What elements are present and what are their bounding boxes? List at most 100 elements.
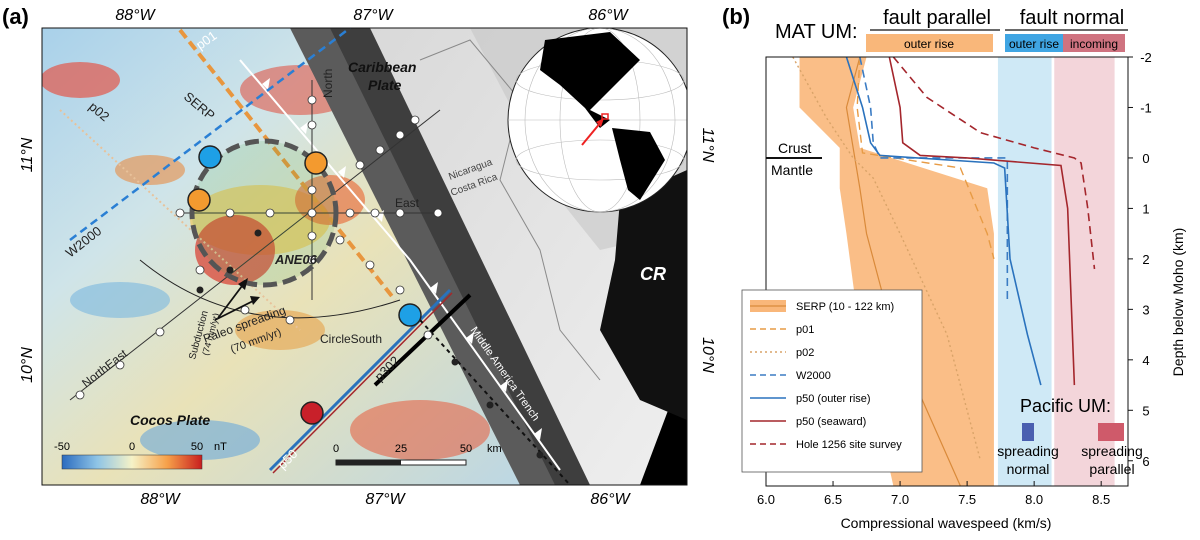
- site-red: [300, 401, 324, 425]
- obs-markers: [196, 229, 544, 459]
- colorbar-unit: nT: [214, 441, 227, 453]
- panel-a: (a): [2, 4, 716, 508]
- dashed-circle: [189, 138, 339, 288]
- northeast-line: [69, 109, 441, 401]
- panel-b: (b) MAT UM: fault parallel fault normal …: [722, 4, 1186, 531]
- scale-unit: km: [487, 443, 502, 455]
- x-tick-label: 7.0: [891, 492, 909, 507]
- colorbar-tick-min: -50: [54, 441, 70, 453]
- pacific-spreading-normal-bar: [1022, 423, 1034, 441]
- lat-tick-right-10: 10°N: [699, 337, 716, 373]
- legend-label: p01: [796, 324, 814, 336]
- series-p02: [792, 56, 982, 461]
- site-orange-north: [304, 151, 328, 175]
- x-tick-label: 6.5: [824, 492, 842, 507]
- lat-tick-left-11: 11°N: [19, 137, 36, 172]
- y-tick-label: 4: [1142, 353, 1149, 368]
- spreading-normal-1: spreading: [997, 443, 1059, 459]
- x-tick-label: 8.0: [1025, 492, 1043, 507]
- legend-label: SERP (10 - 122 km): [796, 301, 894, 313]
- series-w2000: [859, 56, 1009, 300]
- pacific-spreading-parallel-bar: [1098, 423, 1124, 441]
- series-hole-1256-site-survey: [892, 56, 1096, 270]
- label-site: ANE06: [274, 252, 318, 267]
- y-tick-label: 6: [1142, 454, 1149, 469]
- dashed-profile: [419, 319, 571, 485]
- lon-tick-bottom-87: 87°W: [365, 491, 406, 508]
- header-fault-normal: fault normal: [1020, 7, 1125, 29]
- legend-label: Hole 1256 site survey: [796, 439, 902, 451]
- y-tick-label: 0: [1142, 151, 1149, 166]
- colorbar: -50 0 50 nT: [54, 441, 227, 470]
- y-tick-label: 1: [1142, 201, 1149, 216]
- map-frame: [41, 27, 688, 486]
- trench-line: [239, 59, 561, 471]
- profile-p302-line: [373, 293, 472, 387]
- chart-legend: SERP (10 - 122 km) p01 p02 W2000 p50 (outer …: [741, 289, 923, 473]
- y-tick-label: 5: [1142, 403, 1149, 418]
- label-caribbean-1: Caribbean: [348, 59, 416, 75]
- magnetic-anomaly-field: [42, 28, 560, 485]
- profile-p02-line: [59, 109, 301, 331]
- map-area: p01 p02 SERP W2000 p50 p302 North East N…: [42, 28, 687, 485]
- x-tick-label: 8.5: [1092, 492, 1110, 507]
- y-axis-label: Depth below Moho (km): [1170, 228, 1186, 377]
- legend-label: p50 (seaward): [796, 416, 866, 428]
- spreading-normal-2: normal: [1007, 461, 1050, 477]
- label-cr: CR: [640, 264, 666, 284]
- panel-b-label: (b): [722, 4, 750, 29]
- label-caribbean-2: Plate: [368, 77, 402, 93]
- label-east: East: [395, 196, 420, 210]
- paleo-spreading-arrow: [214, 299, 256, 321]
- y-tick-label: 2: [1142, 252, 1149, 267]
- lon-tick-top-87: 87°W: [353, 7, 394, 24]
- series-p50-outer-rise-: [845, 56, 1042, 386]
- legend-label: p02: [796, 347, 814, 359]
- header-band-outer-rise-2: [1005, 34, 1063, 52]
- scale-bar: 0 25 50 km: [333, 443, 502, 466]
- header-band-incoming: [1063, 34, 1125, 52]
- label-north: North: [321, 69, 335, 98]
- mantle-label: Mantle: [771, 162, 813, 178]
- site-blue-north: [198, 145, 222, 169]
- plot-frame: [765, 56, 1129, 487]
- label-cocos: Cocos Plate: [130, 412, 210, 428]
- scale-tick-0: 0: [333, 443, 339, 455]
- spreading-parallel-1: spreading: [1081, 443, 1143, 459]
- series-p50-seaward-: [888, 56, 1076, 386]
- scale-tick-25: 25: [395, 443, 407, 455]
- header-band-outer-rise: [866, 34, 993, 52]
- x-axis-label: Compressional wavespeed (km/s): [841, 515, 1052, 531]
- y-tick-label: -1: [1140, 100, 1152, 115]
- lon-tick-bottom-88: 88°W: [140, 491, 181, 508]
- panel-a-label: (a): [2, 4, 29, 29]
- spreading-parallel-2: parallel: [1089, 461, 1134, 477]
- inset-globe: [507, 28, 687, 213]
- lon-tick-bottom-86: 86°W: [590, 491, 631, 508]
- mat-um-label: MAT UM:: [775, 21, 858, 43]
- subduction-arrow: [217, 281, 246, 319]
- y-tick-label: -2: [1140, 50, 1152, 65]
- profile-p01-line: [178, 28, 397, 302]
- velocity-depth-plot: 6.0 6.5 7.0 7.5 8.0 8.5 -2 -1 0 1 2 3 4 5 6: [757, 50, 1152, 507]
- lon-tick-top-86: 86°W: [588, 7, 629, 24]
- band-incoming: [1054, 57, 1115, 486]
- site-orange-west: [187, 188, 211, 212]
- colorbar-tick-mid: 0: [129, 441, 135, 453]
- scale-tick-50: 50: [460, 443, 472, 455]
- crust-label: Crust: [778, 140, 812, 156]
- profile-w2000-line: [69, 28, 351, 241]
- legend-label: W2000: [796, 370, 831, 382]
- x-tick-label: 7.5: [958, 492, 976, 507]
- band-outer-rise: [997, 57, 1052, 486]
- site-blue-south: [398, 303, 422, 327]
- lat-tick-right-11: 11°N: [699, 128, 716, 163]
- label-circlesouth: CircleSouth: [320, 332, 382, 346]
- colorbar-tick-max: 50: [191, 441, 203, 453]
- header-outer-rise-2-text: outer rise: [1009, 37, 1059, 51]
- header-fault-parallel: fault parallel: [883, 7, 991, 29]
- header-outer-rise-text: outer rise: [904, 37, 954, 51]
- circlesouth-line: [139, 259, 401, 319]
- x-tick-label: 6.0: [757, 492, 775, 507]
